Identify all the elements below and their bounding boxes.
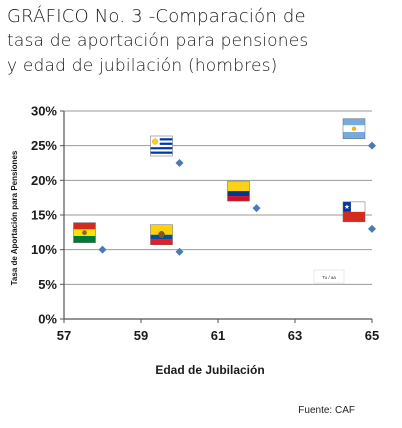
chile-flag — [342, 201, 366, 223]
source-note: Fuente: CAF — [298, 405, 355, 416]
x-tick-labels: 57 59 61 63 65 — [57, 319, 379, 343]
title-line-2: tasa de aportación para pensiones — [7, 31, 309, 51]
x-tick-label: 65 — [365, 328, 379, 343]
x-tick-label: 57 — [57, 328, 71, 343]
x-tick-label: 63 — [288, 328, 302, 343]
tiny-label: Tu / aa — [322, 275, 336, 280]
y-tick-label: 30% — [31, 104, 57, 119]
diamond-marker — [368, 224, 376, 233]
grid-lines — [64, 110, 372, 285]
argentina-flag — [342, 118, 366, 139]
title-line-3: y edad de jubilación (hombres) — [7, 56, 278, 76]
y-tick-label: 5% — [38, 277, 57, 292]
y-axis-label: Tasa de Aportación para Pensiones — [10, 150, 19, 285]
data-points — [73, 118, 376, 256]
y-tick-label: 10% — [31, 242, 57, 257]
colombia-flag — [227, 180, 250, 202]
y-tick-labels: 0% 5% 10% 15% 20% 25% 30% — [31, 104, 64, 327]
diamond-marker — [175, 159, 184, 167]
y-tick-label: 0% — [38, 312, 57, 327]
title-line-1: GRÁFICO No. 3 -Comparación de — [7, 6, 306, 27]
chart-title: GRÁFICO No. 3 -Comparación de tasa de ap… — [7, 4, 399, 79]
x-axis-label: Edad de Jubilación — [155, 363, 264, 377]
x-tick-label: 59 — [134, 328, 148, 343]
diamond-marker — [368, 141, 376, 150]
bolivia-flag — [73, 222, 96, 243]
diamond-marker — [252, 204, 261, 213]
y-tick-label: 20% — [31, 173, 57, 188]
y-tick-label: 25% — [31, 138, 57, 153]
ecuador-flag — [150, 224, 173, 245]
diamond-marker — [98, 245, 107, 254]
uruguay-flag — [150, 135, 173, 157]
tiny-label-box: Tu / aa — [313, 269, 345, 284]
x-tick-label: 61 — [211, 328, 225, 343]
diamond-marker — [175, 247, 184, 256]
y-tick-label: 15% — [31, 208, 57, 223]
